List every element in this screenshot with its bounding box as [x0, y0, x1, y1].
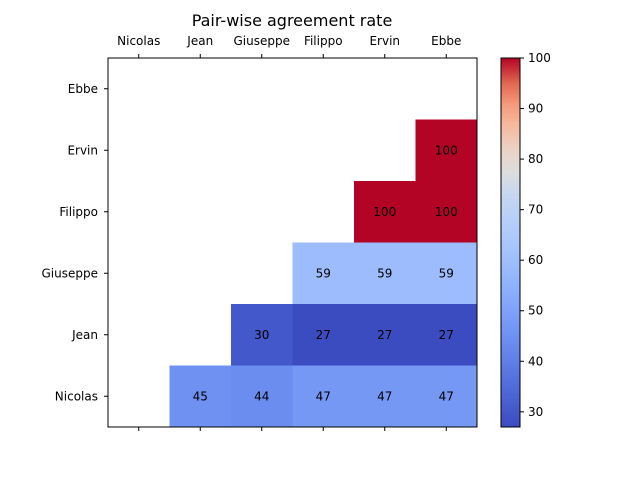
heatmap-cell	[354, 242, 416, 305]
cell-value-label: 47	[439, 389, 454, 403]
y-tick-label: Nicolas	[55, 389, 98, 403]
cell-value-label: 59	[377, 266, 392, 280]
colorbar-tick-label: 60	[528, 253, 543, 267]
y-tick-label: Ebbe	[68, 82, 98, 96]
colorbar: 30 40 50 60 70 80 90 100	[500, 51, 551, 428]
y-tick-label: Giuseppe	[42, 266, 99, 280]
y-tick-label: Filippo	[59, 205, 98, 219]
heatmap-cell	[354, 181, 416, 243]
x-axis: Nicolas Jean Giuseppe Filippo Ervin Ebbe	[117, 34, 461, 431]
cell-value-label: 100	[373, 205, 396, 219]
colorbar-tick-label: 50	[528, 304, 543, 318]
heatmap-cell	[231, 365, 293, 428]
colorbar-tick-label: 30	[528, 405, 543, 419]
cell-value-label: 27	[316, 328, 331, 342]
colorbar-tick-label: 70	[528, 203, 543, 217]
heatmap-cells	[169, 119, 478, 428]
cell-value-label: 45	[193, 389, 208, 403]
colorbar-tick-label: 100	[528, 51, 551, 65]
heatmap-cell	[354, 365, 416, 428]
colorbar-tick-label: 90	[528, 102, 543, 116]
heatmap-cell	[354, 304, 416, 366]
heatmap-cell	[292, 365, 355, 428]
cell-value-label: 44	[254, 389, 269, 403]
y-tick-label: Ervin	[67, 143, 98, 157]
colorbar-gradient	[500, 57, 521, 428]
heatmap-cell	[415, 304, 478, 366]
cell-value-label: 59	[439, 266, 454, 280]
colorbar-tick-label: 40	[528, 354, 543, 368]
y-tick-label: Jean	[71, 328, 98, 342]
x-tick-label: Nicolas	[117, 34, 160, 48]
heatmap-cell-labels: 100 100 100 59 59 59 30 27 27 27 45 44 47 47 47	[193, 143, 458, 403]
heatmap-cell	[292, 304, 355, 366]
cell-value-label: 27	[377, 328, 392, 342]
cell-value-label: 100	[435, 205, 458, 219]
x-tick-label: Ebbe	[431, 34, 461, 48]
heatmap-cell	[415, 365, 478, 428]
cell-value-label: 47	[377, 389, 392, 403]
y-axis: Ebbe Ervin Filippo Giuseppe Jean Nicolas	[42, 82, 108, 403]
x-tick-label: Ervin	[369, 34, 400, 48]
heatmap-cell	[169, 365, 232, 428]
cell-value-label: 100	[435, 143, 458, 157]
plot-frame	[107, 57, 478, 428]
heatmap-cell	[415, 119, 478, 182]
x-tick-label: Filippo	[304, 34, 343, 48]
x-tick-label: Giuseppe	[234, 34, 291, 48]
heatmap-cell	[292, 242, 355, 305]
colorbar-ticks: 30 40 50 60 70 80 90 100	[520, 51, 551, 419]
cell-value-label: 47	[316, 389, 331, 403]
cell-value-label: 59	[316, 266, 331, 280]
heatmap-cell	[415, 242, 478, 305]
chart-title: Pair-wise agreement rate	[192, 11, 393, 30]
colorbar-tick-label: 80	[528, 152, 543, 166]
x-tick-label: Jean	[186, 34, 213, 48]
heatmap-cell	[415, 181, 478, 243]
cell-value-label: 27	[439, 328, 454, 342]
cell-value-label: 30	[254, 328, 269, 342]
heatmap-cell	[231, 304, 293, 366]
